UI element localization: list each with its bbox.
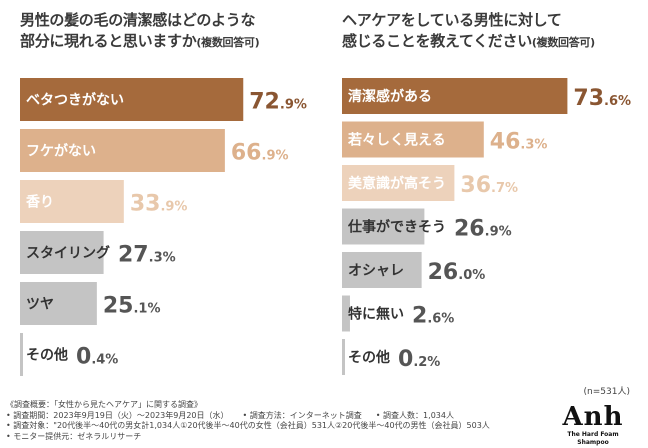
bar-value-label: 25.1% xyxy=(103,294,161,319)
bar xyxy=(342,295,350,332)
bar-value-int: 27 xyxy=(118,243,149,268)
bar-chart-right: 清潔感がある 73.6%若々しく見える 46.3%美意識が高そう 36.7%仕事ができ… xyxy=(342,78,631,375)
bar-value-label: 0.4% xyxy=(76,345,118,370)
bar-value-dec: .3% xyxy=(520,138,547,153)
bar-value-int: 0 xyxy=(76,345,91,370)
survey-method: • 調査方法：インターネット調査 xyxy=(242,410,362,420)
bar-value-dec: .9% xyxy=(485,225,512,240)
bar-value-dec: .9% xyxy=(160,200,187,215)
bar-category-label: 香り xyxy=(25,194,54,211)
bar-value-int: 46 xyxy=(490,130,521,155)
survey-title: 《調査概要：「女性から見たヘアケア」に関する調査》 xyxy=(6,400,202,409)
bar xyxy=(20,180,124,223)
bar xyxy=(342,165,455,201)
bar-value-dec: .6% xyxy=(604,94,631,109)
bar-value-label: 73.6% xyxy=(573,86,631,111)
chart-title-line1: ヘアケアをしている男性に対して xyxy=(342,11,562,29)
bar-value-int: 33 xyxy=(130,192,161,217)
bar-value-dec: .9% xyxy=(280,98,307,113)
survey-provider: • モニター提供元：ゼネラルリサーチ xyxy=(6,431,142,441)
brand-logo: Anh The Hard Foam Shampoo xyxy=(552,403,634,447)
chart-title-note: (複数回答可) xyxy=(196,36,260,49)
bar-value-dec: .7% xyxy=(491,181,518,196)
bar-category-label: 若々しく見える xyxy=(347,132,446,149)
bar-value-label: 46.3% xyxy=(490,130,548,155)
bar-value-label: 66.9% xyxy=(231,141,289,166)
bar-category-label: フケがない xyxy=(26,143,96,160)
logo-mark: Anh xyxy=(562,402,624,432)
bar-category-label: 美意識が高そう xyxy=(348,175,446,192)
bar-value-label: 33.9% xyxy=(130,192,188,217)
bar xyxy=(342,78,568,114)
chart-panel-left: 男性の髪の毛の清潔感はどのような 部分に現れると思いますか(複数回答可) ベタつ… xyxy=(18,0,318,385)
bar-value-label: 27.3% xyxy=(118,243,176,268)
survey-target: • 調査対象："20代後半〜40代の男女計1,034人①20代後半〜40代の女性… xyxy=(6,421,490,430)
bar-value-int: 2 xyxy=(412,304,427,329)
bar xyxy=(20,231,104,274)
bar-chart-left: ベタつきがない 72.9%フケがない 66.9%香り 33.9%スタイリング 27.3%… xyxy=(20,78,307,376)
chart-title-line2: 部分に現れると思いますか xyxy=(20,32,197,50)
bar-value-int: 25 xyxy=(103,294,134,319)
survey-count: • 調査人数：1,034人 xyxy=(375,410,454,420)
bar-category-label: その他 xyxy=(348,349,390,366)
bar-value-dec: .0% xyxy=(458,268,485,283)
bar-value-int: 0 xyxy=(398,347,413,372)
bar-category-label: 清潔感がある xyxy=(348,88,432,105)
bar-category-label: 特に無い xyxy=(348,306,404,323)
bar-category-label: オシャレ xyxy=(348,263,404,279)
bar-value-dec: .4% xyxy=(91,353,118,368)
bar-value-label: 26.9% xyxy=(454,217,512,242)
bar-value-dec: .3% xyxy=(149,251,176,266)
bar xyxy=(20,333,23,376)
bar xyxy=(20,282,97,325)
bar-category-label: ツヤ xyxy=(26,297,54,313)
bar xyxy=(20,78,244,121)
bar-category-label: 仕事ができそう xyxy=(347,219,446,236)
bar xyxy=(342,208,425,245)
bar-value-label: 36.7% xyxy=(460,173,518,198)
bar-category-label: ベタつきがない xyxy=(26,92,124,109)
chart-title-line1: 男性の髪の毛の清潔感はどのような xyxy=(20,11,256,29)
survey-footer: 《調査概要：「女性から見たヘアケア」に関する調査》 • 調査期間：2023年9月… xyxy=(6,400,546,442)
logo-tagline: The Hard Foam Shampoo xyxy=(567,431,619,446)
bar-value-dec: .1% xyxy=(133,302,160,317)
chart-title-left: 男性の髪の毛の清潔感はどのような 部分に現れると思いますか(複数回答可) xyxy=(20,10,320,53)
bar-value-label: 26.0% xyxy=(428,260,486,285)
bar-value-dec: .2% xyxy=(413,355,440,370)
survey-period: • 調査期間：2023年9月19日（火）〜2023年9月20日（水） xyxy=(6,410,229,420)
bar xyxy=(342,252,422,288)
bar-value-dec: .9% xyxy=(262,149,289,164)
chart-title-line2: 感じることを教えてください xyxy=(342,32,532,50)
bar-value-label: 2.6% xyxy=(412,304,454,329)
bar-value-int: 26 xyxy=(454,217,485,242)
bar-value-int: 73 xyxy=(573,86,604,111)
sample-size-note: (n=531人) xyxy=(583,387,630,397)
bar xyxy=(342,121,484,158)
bar-value-int: 66 xyxy=(231,141,262,166)
bar-category-label: スタイリング xyxy=(26,245,110,262)
bar xyxy=(342,339,345,375)
bar xyxy=(20,129,225,172)
chart-panel-right: ヘアケアをしている男性に対して 感じることを教えてください(複数回答可) 清潔感… xyxy=(340,0,640,385)
bar-category-label: その他 xyxy=(26,347,68,364)
bar-value-int: 26 xyxy=(428,260,459,285)
chart-title-right: ヘアケアをしている男性に対して 感じることを教えてください(複数回答可) xyxy=(342,10,642,53)
bar-value-int: 72 xyxy=(249,90,280,115)
bar-value-int: 36 xyxy=(460,173,491,198)
bar-value-dec: .6% xyxy=(427,312,454,327)
chart-title-note: (複数回答可) xyxy=(531,36,595,49)
bar-value-label: 72.9% xyxy=(249,90,307,115)
bar-value-label: 0.2% xyxy=(398,347,440,372)
